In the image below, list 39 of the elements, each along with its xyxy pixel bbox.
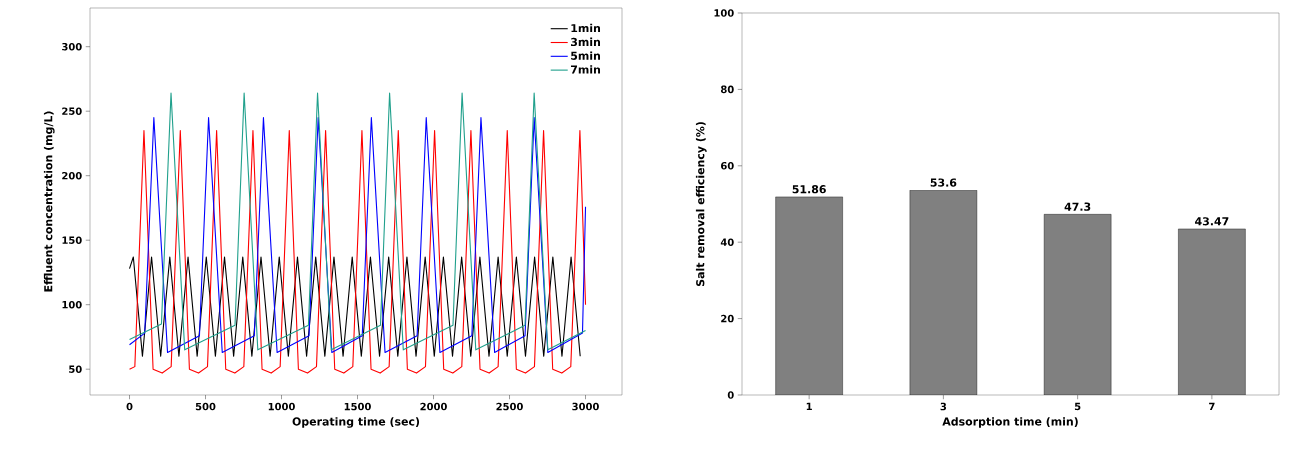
legend-label: 5min: [571, 51, 601, 60]
y-tick-label: 100: [62, 300, 82, 309]
y-axis-title: Salt removal efficiency (%): [695, 122, 707, 287]
y-axis-title: Effluent concentration (mg/L): [43, 111, 55, 292]
bar: [909, 190, 978, 395]
x-tick-label: 2000: [420, 402, 447, 411]
x-tick-label: 5: [1074, 402, 1081, 411]
y-tick-label: 60: [721, 162, 734, 170]
bar: [775, 196, 843, 395]
y-tick-label: 200: [62, 171, 82, 180]
x-tick-label: 3: [940, 402, 947, 411]
legend-label: 1min: [571, 23, 601, 33]
data-label: 51.86: [792, 185, 826, 194]
y-tick-label: 250: [62, 107, 82, 115]
x-tick-label: 7: [1209, 402, 1215, 411]
y-tick-label: 0: [727, 391, 734, 399]
y-tick-label: 20: [721, 314, 734, 323]
y-tick-label: 150: [62, 236, 82, 244]
y-tick-label: 100: [714, 9, 734, 17]
bar: [1178, 228, 1246, 395]
x-tick-label: 3000: [572, 402, 599, 411]
x-axis-title: Adsorption time (min): [942, 417, 1078, 428]
y-tick-label: 300: [62, 42, 82, 51]
x-tick-label: 1: [806, 402, 812, 411]
x-tick-label: 500: [195, 402, 216, 411]
bar: [1043, 214, 1112, 395]
x-tick-label: 1000: [268, 402, 295, 411]
x-tick-label: 0: [126, 402, 133, 411]
data-label: 43.47: [1195, 217, 1229, 226]
y-tick-label: 50: [69, 365, 82, 373]
data-label: 47.3: [1064, 202, 1091, 211]
data-label: 53.6: [930, 178, 957, 187]
y-tick-label: 40: [720, 238, 734, 246]
legend-label: 3min: [571, 37, 601, 47]
y-tick-label: 80: [720, 85, 734, 94]
x-tick-label: 1500: [344, 402, 371, 411]
x-tick-label: 2500: [496, 402, 523, 411]
legend-label: 7min: [571, 65, 601, 74]
x-axis-title: Operating time (sec): [292, 417, 420, 428]
